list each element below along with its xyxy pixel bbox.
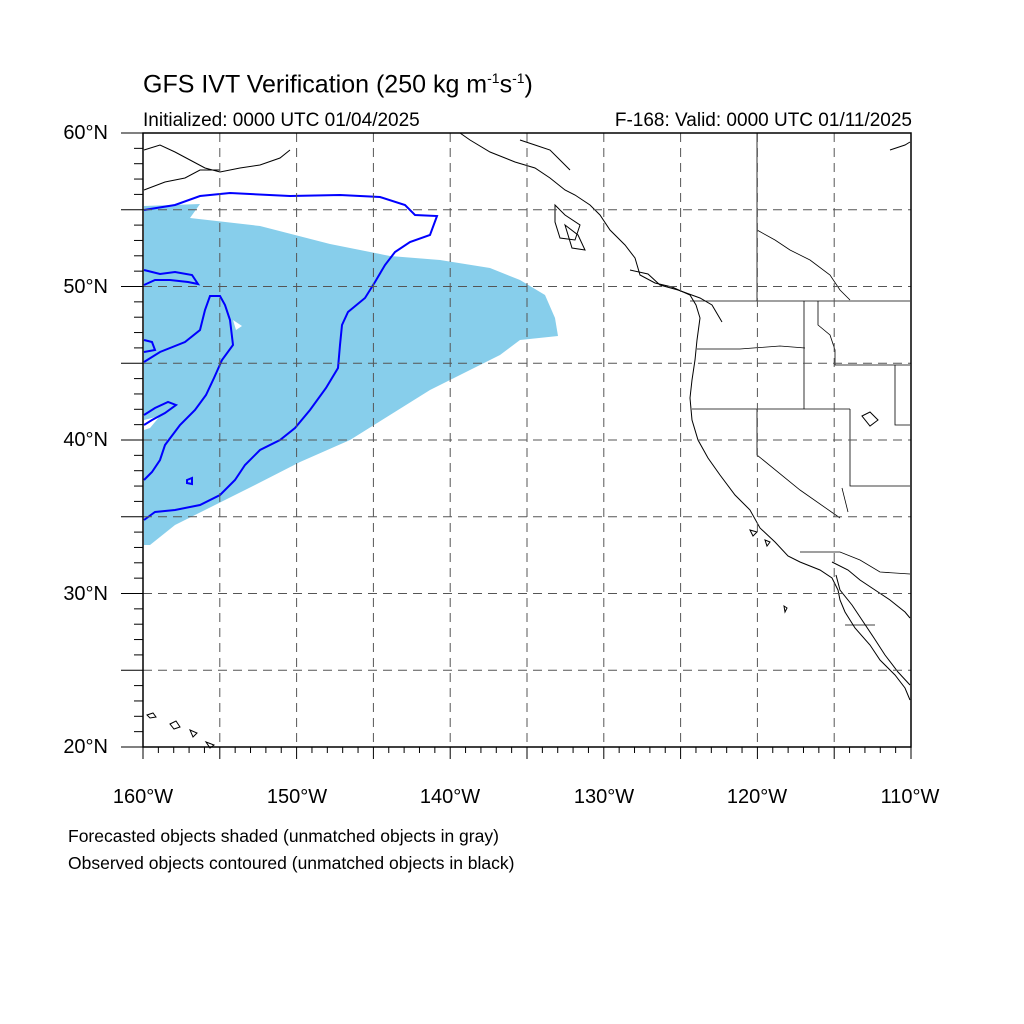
lat-label-40n: 40°N	[63, 429, 108, 451]
lon-label-150w: 150°W	[266, 786, 328, 808]
political-boundaries	[690, 133, 911, 626]
lat-label-50n: 50°N	[63, 276, 108, 298]
lon-label-160w: 160°W	[112, 786, 174, 808]
lon-label-130w: 130°W	[573, 786, 635, 808]
observed-ivt-contour	[143, 191, 439, 521]
title-mid: s	[499, 70, 513, 99]
title-exp1: -1	[487, 70, 500, 86]
lon-label-120w: 120°W	[726, 786, 788, 808]
forecast-ivt-object	[144, 204, 558, 545]
title-end: )	[524, 70, 533, 99]
lon-label-140w: 140°W	[419, 786, 481, 808]
lat-label-60n: 60°N	[63, 122, 108, 144]
init-time-label: Initialized: 0000 UTC 01/04/2025	[143, 110, 420, 131]
title-exp2: -1	[512, 70, 525, 86]
grid-lines	[143, 133, 911, 747]
map-title: GFS IVT Verification (250 kg m-1s-1)	[143, 70, 533, 99]
lon-label-110w: 110°W	[880, 786, 940, 808]
axis-ticks	[121, 132, 912, 759]
footnote-observed: Observed objects contoured (unmatched ob…	[68, 853, 515, 873]
lat-label-30n: 30°N	[63, 583, 108, 605]
lat-label-20n: 20°N	[63, 736, 108, 758]
footnote-forecast: Forecasted objects shaded (unmatched obj…	[68, 826, 499, 846]
valid-time-label: F-168: Valid: 0000 UTC 01/11/2025	[614, 110, 912, 131]
title-main: GFS IVT Verification (250 kg m	[143, 70, 488, 99]
forecast-gap	[233, 320, 242, 330]
coastline	[143, 132, 911, 749]
forecast-gap-2	[144, 416, 160, 430]
